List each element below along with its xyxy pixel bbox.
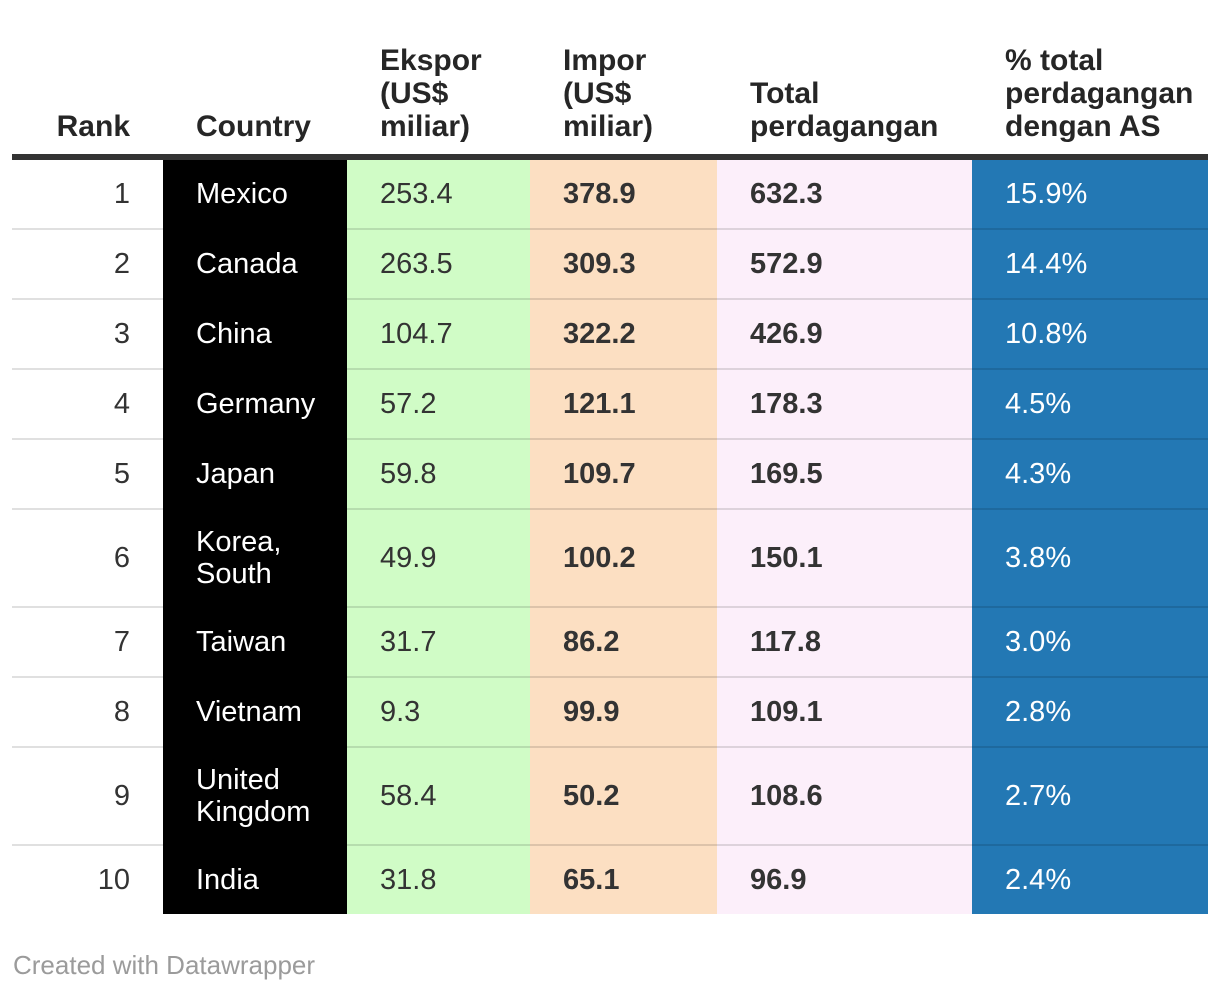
cell-ekspor: 49.9 [347, 508, 530, 607]
table-row: 10 India 31.8 65.1 96.9 2.4% [12, 844, 1208, 914]
cell-total: 572.9 [717, 228, 972, 299]
cell-ekspor: 57.2 [347, 368, 530, 439]
table-row: 1 Mexico 253.4 378.9 632.3 15.9% [12, 157, 1208, 229]
table-row: 6 Korea, South 49.9 100.2 150.1 3.8% [12, 508, 1208, 607]
cell-impor: 65.1 [530, 844, 717, 914]
column-header-pct: % total perdagangan dengan AS [972, 0, 1208, 160]
cell-rank: 7 [12, 606, 163, 677]
cell-impor: 99.9 [530, 676, 717, 747]
cell-total: 632.3 [717, 157, 972, 229]
cell-ekspor: 263.5 [347, 228, 530, 299]
cell-total: 96.9 [717, 844, 972, 914]
cell-rank: 6 [12, 508, 163, 607]
cell-total: 426.9 [717, 298, 972, 369]
cell-country: Taiwan [163, 606, 347, 677]
cell-rank: 9 [12, 746, 163, 845]
cell-country: Korea, South [163, 508, 347, 607]
cell-impor: 100.2 [530, 508, 717, 607]
cell-rank: 10 [12, 844, 163, 914]
footer-credit: Created with Datawrapper [13, 950, 316, 980]
cell-pct: 4.5% [972, 368, 1208, 439]
column-header-total: Total perdagangan [717, 0, 972, 160]
table-body: 1 Mexico 253.4 378.9 632.3 15.9% 2 Canada 263.5 3… [12, 157, 1208, 914]
table-row: 8 Vietnam 9.3 99.9 109.1 2.8% [12, 676, 1208, 747]
table-row: 3 China 104.7 322.2 426.9 10.8% [12, 298, 1208, 369]
cell-pct: 2.7% [972, 746, 1208, 845]
cell-impor: 86.2 [530, 606, 717, 677]
cell-rank: 8 [12, 676, 163, 747]
table-row: 2 Canada 263.5 309.3 572.9 14.4% [12, 228, 1208, 299]
cell-total: 117.8 [717, 606, 972, 677]
cell-pct: 10.8% [972, 298, 1208, 369]
cell-country: Japan [163, 438, 347, 509]
cell-country: India [163, 844, 347, 914]
table-row: 7 Taiwan 31.7 86.2 117.8 3.0% [12, 606, 1208, 677]
cell-pct: 3.8% [972, 508, 1208, 607]
header-row: Rank Country Ekspor (US$ miliar) Impor (… [12, 0, 1208, 160]
cell-country: China [163, 298, 347, 369]
cell-pct: 15.9% [972, 157, 1208, 229]
table-row: 4 Germany 57.2 121.1 178.3 4.5% [12, 368, 1208, 439]
cell-ekspor: 58.4 [347, 746, 530, 845]
cell-ekspor: 59.8 [347, 438, 530, 509]
column-header-country: Country [163, 0, 347, 160]
cell-impor: 378.9 [530, 157, 717, 229]
cell-rank: 5 [12, 438, 163, 509]
cell-ekspor: 31.8 [347, 844, 530, 914]
cell-pct: 3.0% [972, 606, 1208, 677]
column-header-ekspor: Ekspor (US$ miliar) [347, 0, 530, 160]
cell-country: Germany [163, 368, 347, 439]
cell-pct: 2.4% [972, 844, 1208, 914]
cell-country: Mexico [163, 157, 347, 229]
trade-table: Rank Country Ekspor (US$ miliar) Impor (… [12, 0, 1208, 914]
cell-pct: 4.3% [972, 438, 1208, 509]
cell-total: 108.6 [717, 746, 972, 845]
cell-ekspor: 9.3 [347, 676, 530, 747]
cell-impor: 309.3 [530, 228, 717, 299]
cell-country: Canada [163, 228, 347, 299]
cell-impor: 109.7 [530, 438, 717, 509]
cell-pct: 2.8% [972, 676, 1208, 747]
cell-country: United Kingdom [163, 746, 347, 845]
column-header-rank: Rank [12, 0, 163, 160]
cell-rank: 4 [12, 368, 163, 439]
cell-total: 169.5 [717, 438, 972, 509]
cell-ekspor: 104.7 [347, 298, 530, 369]
table-row: 5 Japan 59.8 109.7 169.5 4.3% [12, 438, 1208, 509]
cell-total: 178.3 [717, 368, 972, 439]
cell-rank: 3 [12, 298, 163, 369]
cell-ekspor: 31.7 [347, 606, 530, 677]
table-row: 9 United Kingdom 58.4 50.2 108.6 2.7% [12, 746, 1208, 845]
cell-rank: 2 [12, 228, 163, 299]
cell-impor: 121.1 [530, 368, 717, 439]
table-header: Rank Country Ekspor (US$ miliar) Impor (… [12, 0, 1208, 160]
cell-impor: 50.2 [530, 746, 717, 845]
cell-impor: 322.2 [530, 298, 717, 369]
cell-total: 109.1 [717, 676, 972, 747]
cell-total: 150.1 [717, 508, 972, 607]
cell-country: Vietnam [163, 676, 347, 747]
cell-ekspor: 253.4 [347, 157, 530, 229]
cell-pct: 14.4% [972, 228, 1208, 299]
cell-rank: 1 [12, 157, 163, 229]
column-header-impor: Impor (US$ miliar) [530, 0, 717, 160]
